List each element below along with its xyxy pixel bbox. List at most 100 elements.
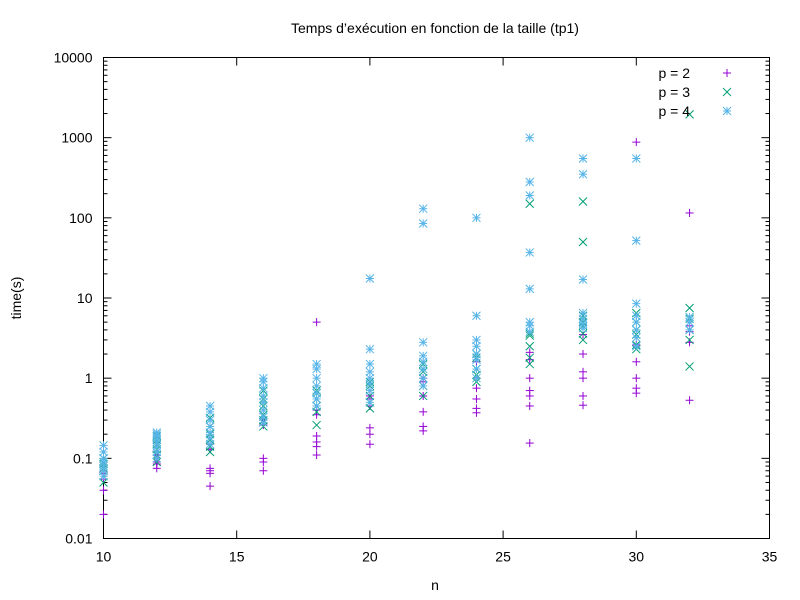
data-point (152, 428, 162, 437)
data-point (99, 441, 108, 450)
data-point (631, 341, 641, 351)
data-point (365, 359, 375, 369)
data-point (472, 335, 481, 345)
data-point (578, 323, 588, 333)
legend-entry-label: p = 3 (658, 84, 690, 100)
data-point (312, 451, 321, 460)
data-point (365, 274, 375, 283)
data-point (632, 138, 641, 147)
data-point (525, 133, 535, 143)
data-point (312, 359, 321, 369)
data-point (365, 367, 375, 377)
data-point (525, 439, 534, 448)
data-point (365, 344, 375, 354)
plot-frame (103, 57, 770, 539)
data-point (631, 299, 641, 309)
data-point (578, 237, 588, 247)
data-point (365, 397, 375, 407)
data-point (99, 510, 108, 519)
data-point (418, 364, 428, 374)
data-point (525, 321, 535, 331)
legend-entry-marker (723, 69, 731, 77)
data-point (525, 284, 535, 294)
data-point (99, 478, 108, 487)
data-point (631, 317, 641, 327)
data-point (472, 404, 481, 413)
data-point (258, 391, 268, 401)
data-point (525, 353, 535, 363)
data-point (152, 437, 162, 447)
data-point (525, 374, 534, 383)
data-point (205, 415, 215, 425)
data-point (579, 350, 588, 359)
x-axis-label: n (431, 577, 439, 593)
data-point (472, 349, 481, 359)
data-point (472, 311, 481, 321)
x-tick-label: 30 (629, 549, 645, 565)
data-point (419, 422, 428, 431)
data-point (579, 401, 588, 410)
data-point (631, 154, 641, 163)
data-point (472, 373, 481, 383)
series-points (99, 138, 694, 519)
data-point (685, 362, 694, 371)
data-point (685, 303, 694, 313)
series-points (99, 133, 694, 481)
data-point (685, 335, 694, 345)
data-point (632, 374, 641, 383)
x-tick-label: 15 (229, 549, 245, 565)
y-tick-label: 1 (85, 370, 93, 386)
data-point (685, 110, 694, 119)
data-point (631, 333, 641, 343)
data-point (525, 355, 534, 364)
data-point (99, 486, 108, 495)
data-point (685, 208, 694, 217)
data-point (418, 204, 428, 214)
data-points (99, 110, 694, 519)
data-point (472, 213, 481, 223)
data-point (365, 386, 375, 395)
data-point (525, 191, 535, 200)
data-point (579, 367, 588, 376)
data-point (525, 386, 534, 395)
chart-title: Temps d’exécution en fonction de la tail… (291, 20, 579, 36)
data-point (578, 335, 588, 345)
data-point (312, 318, 321, 327)
legend-entry-marker (722, 87, 732, 97)
data-point (525, 359, 535, 369)
data-point (685, 396, 694, 405)
data-point (632, 384, 641, 393)
data-point (579, 391, 588, 400)
legend-entry-label: p = 2 (658, 65, 690, 81)
series-points (99, 110, 694, 487)
x-tick-label: 10 (96, 549, 112, 565)
x-tick-label: 35 (762, 549, 778, 565)
data-point (578, 169, 588, 179)
data-point (259, 454, 268, 463)
data-point (632, 357, 641, 366)
data-point (525, 401, 534, 410)
data-point (418, 337, 428, 347)
data-point (365, 440, 374, 449)
data-point (205, 401, 215, 411)
data-point (578, 154, 588, 163)
data-point (365, 423, 374, 432)
data-point (418, 381, 428, 391)
data-point (685, 325, 694, 335)
axis-ticks: 10 15 20 25 30 35 0.01 0.1 1 10 100 1000 10000 (54, 50, 778, 565)
data-point (258, 373, 268, 383)
data-point (472, 364, 481, 374)
data-point (258, 412, 268, 422)
data-point (312, 373, 321, 383)
y-tick-label: 100 (69, 210, 93, 226)
data-point (206, 464, 215, 473)
data-point (525, 341, 535, 351)
data-point (631, 325, 641, 335)
data-point (258, 405, 268, 415)
data-point (685, 317, 694, 327)
x-tick-label: 25 (495, 549, 511, 565)
y-tick-label: 1000 (61, 130, 92, 146)
data-point (525, 348, 534, 357)
